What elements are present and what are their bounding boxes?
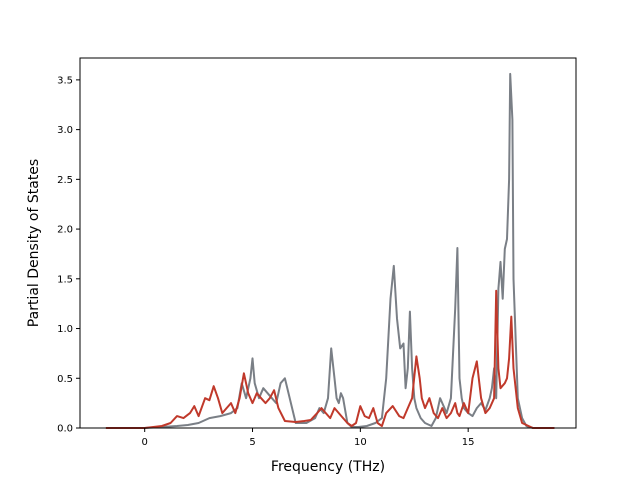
y-axis-title: Partial Density of States	[26, 159, 42, 327]
y-tick-label: 2.0	[57, 225, 73, 236]
x-axis-title: Frequency (THz)	[271, 459, 385, 475]
x-tick-label: 15	[462, 437, 475, 448]
plot-frame	[79, 57, 577, 429]
series-line-2	[105, 289, 555, 429]
x-tick-label: 5	[249, 437, 255, 448]
x-tick-label: 0	[142, 437, 148, 448]
y-tick-label: 0.5	[57, 374, 73, 385]
y-tick-label: 2.5	[57, 175, 73, 186]
y-tick-label: 3.0	[57, 125, 73, 136]
x-axis-ticks: 0 5 10 15	[142, 428, 475, 448]
y-axis-ticks: 0.0 0.5 1.0 1.5 2.0 2.5 3.0 3.5	[57, 75, 80, 435]
x-tick-label: 10	[354, 437, 367, 448]
y-tick-label: 3.5	[57, 75, 73, 86]
y-tick-label: 1.5	[57, 274, 73, 285]
y-tick-label: 0.0	[57, 424, 73, 435]
y-tick-label: 1.0	[57, 324, 73, 335]
series-layer	[105, 72, 555, 429]
